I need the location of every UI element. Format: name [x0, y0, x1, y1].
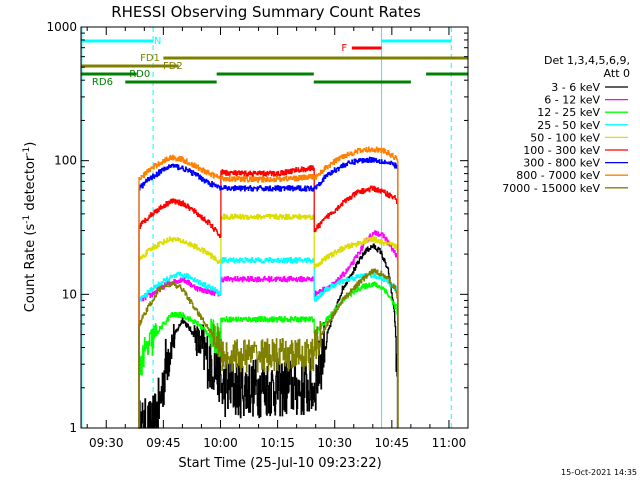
- legend-label: 7000 - 15000 keV: [502, 182, 600, 195]
- y-tick-label: 10: [62, 287, 77, 301]
- x-tick-label: 10:45: [375, 436, 410, 450]
- flag-label: FD1: [140, 53, 160, 64]
- flag-label: FD2: [163, 61, 183, 72]
- legend-label: 100 - 300 keV: [523, 144, 600, 157]
- x-tick-label: 09:45: [146, 436, 181, 450]
- legend-label: 6 - 12 keV: [544, 94, 600, 107]
- y-tick-label: 100: [54, 154, 77, 168]
- legend-header: Att 0: [604, 67, 630, 80]
- flag-label: RD0: [129, 69, 150, 80]
- x-tick-label: 09:30: [89, 436, 124, 450]
- legend-label: 50 - 100 keV: [530, 131, 600, 144]
- series-line: [138, 165, 399, 429]
- legend-label: 25 - 50 keV: [537, 119, 600, 132]
- x-tick-label: 10:15: [260, 436, 295, 450]
- y-tick-label: 1: [69, 421, 77, 435]
- axis-ticks: 09:30 09:45 10:00 10:15 10:30 10:45 11:00 1 10 10…: [46, 20, 469, 450]
- flag-label: RD6: [92, 77, 113, 88]
- x-tick-label: 10:30: [317, 436, 352, 450]
- series-line: [138, 256, 399, 429]
- series-line: [138, 156, 399, 429]
- series-line: [138, 213, 399, 429]
- series-line: [138, 243, 399, 429]
- legend-header: Det 1,3,4,5,6,9,: [544, 54, 630, 67]
- series-line: [138, 146, 399, 429]
- series-line: [138, 230, 399, 429]
- x-tick-label: 10:00: [203, 436, 238, 450]
- plot-frame: [80, 26, 469, 429]
- chart-title: RHESSI Observing Summary Count Rates: [111, 3, 421, 21]
- legend-label: 3 - 6 keV: [551, 81, 600, 94]
- series-line: [138, 268, 399, 429]
- x-tick-label: 11:00: [432, 436, 467, 450]
- flag-label: F: [341, 43, 347, 54]
- legend-label: 800 - 7000 keV: [516, 169, 600, 182]
- y-tick-label: 1000: [46, 20, 77, 34]
- flag-label: N: [154, 36, 161, 47]
- legend-label: 300 - 800 keV: [523, 157, 600, 170]
- timestamp: 15-Oct-2021 14:35: [561, 468, 637, 477]
- x-axis-label: Start Time (25-Jul-10 09:23:22): [178, 456, 381, 471]
- legend-label: 12 - 25 keV: [537, 106, 600, 119]
- y-axis-label: Count Rate (s-1 detector-1): [22, 142, 38, 313]
